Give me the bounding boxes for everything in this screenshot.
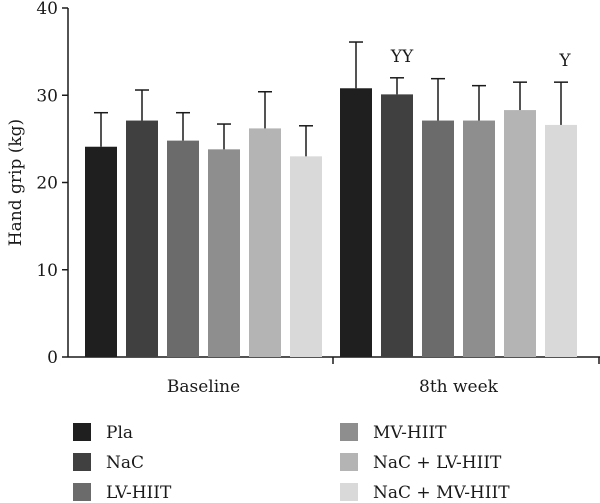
bar-pla (85, 146, 117, 357)
bar-nac-lv-hiit (249, 128, 281, 357)
bar-pla (340, 88, 372, 358)
legend-label: NaC (106, 453, 144, 473)
significance-annotation: Y (558, 51, 571, 71)
bar-nac (381, 94, 413, 357)
y-tick-label: 40 (36, 0, 58, 19)
bar-lv-hiit (167, 140, 199, 357)
bar-nac-lv-hiit (504, 110, 536, 358)
legend-swatch (73, 453, 91, 471)
legend-swatch (340, 483, 358, 501)
legend-label: NaC + MV-HIIT (373, 483, 510, 503)
bar-nac-mv-hiit (290, 156, 322, 357)
legend-label: MV-HIIT (373, 423, 447, 443)
legend-label: Pla (106, 423, 133, 443)
bar-nac (126, 120, 158, 358)
bar-mv-hiit (208, 149, 240, 357)
x-category-label: 8th week (419, 377, 499, 397)
bar-nac-mv-hiit (545, 124, 577, 357)
y-tick-label: 20 (36, 174, 58, 194)
y-axis-label: Hand grip (kg) (6, 119, 26, 246)
y-tick-label: 0 (47, 348, 58, 368)
legend-label: LV-HIIT (106, 483, 172, 503)
legend-swatch (73, 423, 91, 441)
legend-swatch (340, 423, 358, 441)
y-tick-label: 30 (36, 86, 58, 106)
x-category-label: Baseline (167, 377, 240, 397)
bar-mv-hiit (463, 120, 495, 358)
legend-swatch (73, 483, 91, 501)
legend-label: NaC + LV-HIIT (373, 453, 502, 473)
significance-annotation: YY (390, 47, 414, 67)
legend-swatch (340, 453, 358, 471)
y-tick-label: 10 (36, 261, 58, 281)
bar-lv-hiit (422, 120, 454, 358)
